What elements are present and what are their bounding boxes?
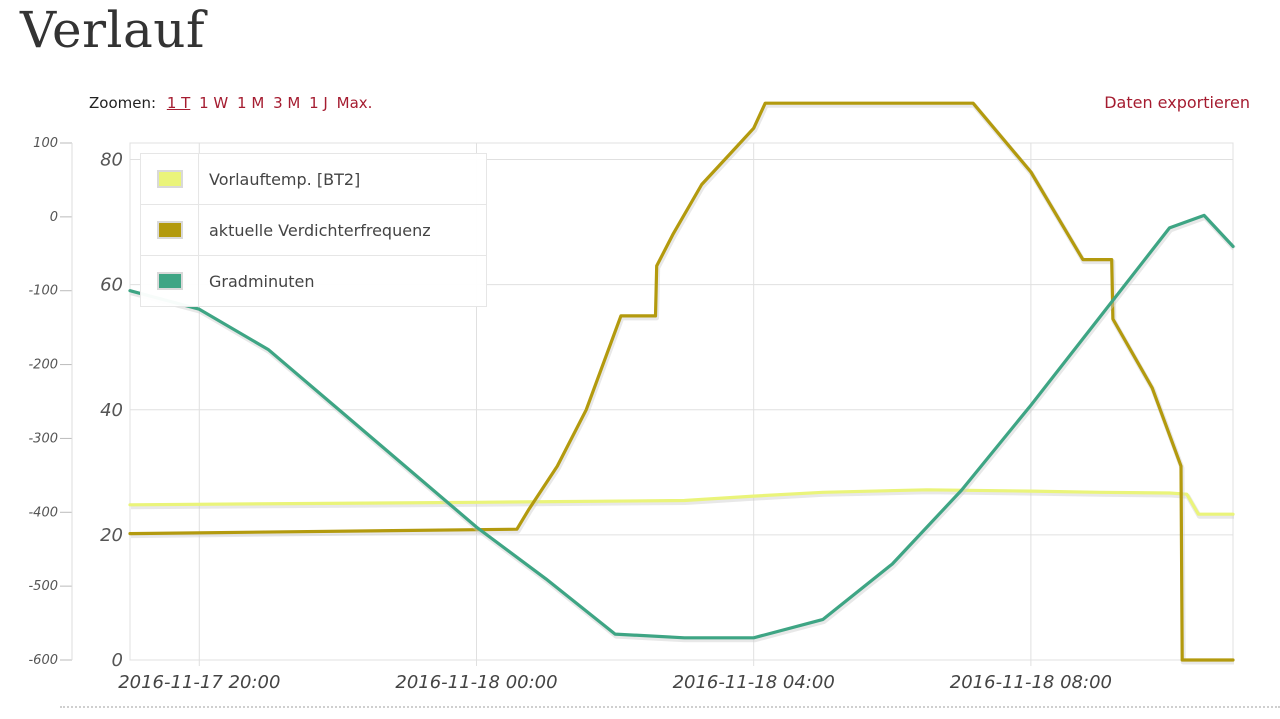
- x-tick-label: 2016-11-17 20:00: [118, 672, 280, 693]
- y-tick-label-outer: -400: [28, 505, 58, 520]
- y-tick-label-inner: 40: [100, 400, 123, 421]
- series-line-verdichterfrequenz: [128, 101, 1235, 662]
- legend-swatch-vorlauftemp: [156, 170, 183, 188]
- x-tick-label: 2016-11-18 00:00: [395, 672, 557, 693]
- y-tick-label-outer: -300: [28, 431, 58, 446]
- y-tick-label-outer: -200: [28, 358, 58, 373]
- zoom-1-day-link[interactable]: 1 T: [166, 94, 191, 112]
- y-tick-label-outer: -600: [28, 653, 58, 668]
- y-tick-label-outer: 0: [50, 210, 58, 225]
- zoom-1-year-link[interactable]: 1 J: [309, 94, 328, 112]
- chart-legend: Vorlauftemp. [BT2] aktuelle Verdichterfr…: [140, 153, 487, 307]
- y-tick-label-inner: 0: [112, 650, 123, 671]
- zoom-max-link[interactable]: Max.: [336, 94, 373, 112]
- legend-item-gradminuten[interactable]: Gradminuten: [141, 256, 486, 306]
- export-data-link[interactable]: Daten exportieren: [1104, 93, 1250, 112]
- y-tick-label-outer: -500: [28, 579, 58, 594]
- x-tick-label: 2016-11-18 08:00: [950, 672, 1112, 693]
- legend-label-gradminuten: Gradminuten: [209, 271, 315, 291]
- zoom-label: Zoomen:: [89, 94, 157, 112]
- legend-swatch-verdichterfrequenz: [156, 221, 183, 239]
- y-tick-label-inner: 80: [100, 150, 123, 171]
- legend-label-verdichterfrequenz: aktuelle Verdichterfrequenz: [209, 220, 431, 240]
- page-title: Verlauf: [20, 1, 206, 59]
- y-tick-label-inner: 20: [100, 525, 123, 546]
- y-tick-label-outer: 100: [33, 136, 58, 151]
- zoom-1-month-link[interactable]: 1 M: [237, 94, 265, 112]
- plot-frame: [129, 142, 1234, 661]
- legend-swatch-gradminuten: [156, 272, 183, 290]
- legend-label-vorlauftemp: Vorlauftemp. [BT2]: [209, 169, 361, 189]
- legend-item-verdichterfrequenz[interactable]: aktuelle Verdichterfrequenz: [141, 205, 486, 256]
- y-tick-label-inner: 60: [100, 275, 123, 296]
- series-line-gradminuten: [128, 213, 1235, 640]
- zoom-bar: Zoomen: 1 T 1 W 1 M 3 M 1 J Max.: [89, 93, 376, 113]
- bottom-divider: [60, 706, 1280, 708]
- x-tick-label: 2016-11-18 04:00: [673, 672, 835, 693]
- zoom-3-months-link[interactable]: 3 M: [273, 94, 301, 112]
- y-tick-label-outer: -100: [28, 284, 58, 299]
- legend-item-vorlauftemp[interactable]: Vorlauftemp. [BT2]: [141, 154, 486, 205]
- series-line-vorlauftemp: [128, 488, 1235, 516]
- zoom-1-week-link[interactable]: 1 W: [199, 94, 229, 112]
